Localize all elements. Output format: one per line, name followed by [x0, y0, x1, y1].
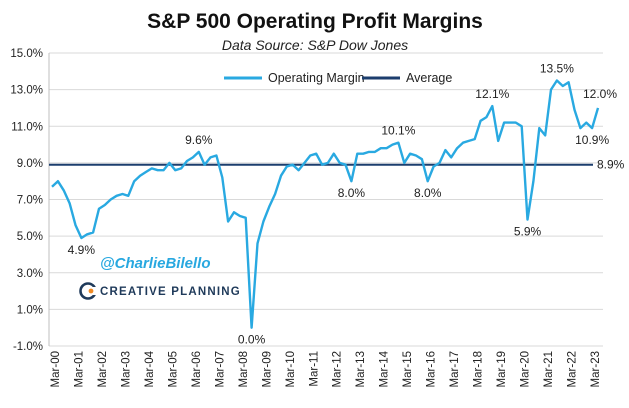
data-label: 12.1% [475, 87, 509, 101]
data-label: 10.1% [381, 124, 415, 138]
y-tick-label: 15.0% [10, 48, 43, 60]
chart-title: S&P 500 Operating Profit Margins [147, 10, 483, 33]
x-tick-label: Mar-00 [50, 351, 62, 387]
x-tick-label: Mar-16 [426, 351, 438, 387]
x-tick-label: Mar-18 [473, 351, 485, 387]
y-tick-label: 7.0% [17, 195, 43, 207]
x-tick-label: Mar-10 [285, 351, 297, 387]
chart-subtitle: Data Source: S&P Dow Jones [222, 37, 408, 53]
legend: Operating Margin Average [224, 71, 452, 85]
y-tick-label: 13.0% [10, 85, 43, 97]
data-label: 9.6% [185, 133, 213, 147]
x-tick-label: Mar-05 [167, 351, 179, 387]
legend-label-operating-margin: Operating Margin [268, 71, 365, 85]
grid [48, 52, 603, 347]
x-tick-label: Mar-03 [120, 351, 132, 387]
y-tick-label: -1.0% [13, 341, 43, 353]
y-axis-ticks: -1.0% 1.0% 3.0% 5.0% 7.0% 9.0% 11.0% 13.0% 15.0% [10, 48, 43, 353]
x-tick-label: Mar-11 [308, 351, 320, 387]
data-label: 10.9% [575, 133, 609, 147]
data-label: 8.0% [338, 186, 366, 200]
x-tick-label: Mar-08 [238, 351, 250, 387]
x-tick-label: Mar-17 [449, 351, 461, 387]
x-axis-ticks: Mar-00 Mar-01 Mar-02 Mar-03 Mar-04 Mar-05 Mar-… [50, 350, 602, 387]
x-tick-label: Mar-20 [520, 351, 532, 387]
legend-label-average: Average [406, 71, 452, 85]
y-tick-label: 11.0% [11, 121, 43, 133]
annotations: 4.9% 9.6% 0.0% 8.0% 10.1% 8.0% 12.1% 5.9% 13.5% 1… [68, 61, 625, 346]
data-label: 8.0% [414, 186, 442, 200]
x-tick-label: Mar-09 [261, 351, 273, 387]
data-label: 0.0% [238, 333, 266, 347]
operating-margin-line [51, 79, 600, 329]
x-tick-label: Mar-07 [214, 351, 226, 387]
data-label: 8.9% [597, 158, 625, 172]
watermark: @CharlieBilello CREATIVE PLANNING [79, 255, 241, 300]
y-tick-label: 5.0% [17, 231, 43, 243]
y-tick-label: 1.0% [17, 304, 43, 316]
creative-planning-logo-icon [79, 282, 97, 300]
x-tick-label: Mar-12 [332, 351, 344, 387]
watermark-handle: @CharlieBilello [100, 255, 211, 272]
x-tick-label: Mar-02 [97, 351, 109, 387]
data-label: 4.9% [68, 243, 96, 257]
x-tick-label: Mar-15 [402, 351, 414, 387]
x-tick-label: Mar-23 [590, 351, 602, 387]
data-label: 13.5% [540, 61, 574, 75]
x-tick-label: Mar-01 [73, 351, 85, 387]
x-tick-label: Mar-06 [191, 351, 203, 387]
data-label: 5.9% [514, 225, 542, 239]
data-label: 12.0% [583, 87, 617, 101]
y-tick-label: 9.0% [17, 158, 43, 170]
x-tick-label: Mar-22 [567, 351, 579, 387]
x-tick-label: Mar-19 [496, 351, 508, 387]
watermark-brand: CREATIVE PLANNING [100, 286, 241, 298]
x-tick-label: Mar-13 [355, 351, 367, 387]
y-tick-label: 3.0% [17, 268, 43, 280]
x-tick-label: Mar-21 [543, 351, 555, 387]
x-tick-label: Mar-14 [379, 350, 391, 387]
x-tick-label: Mar-04 [144, 350, 156, 387]
